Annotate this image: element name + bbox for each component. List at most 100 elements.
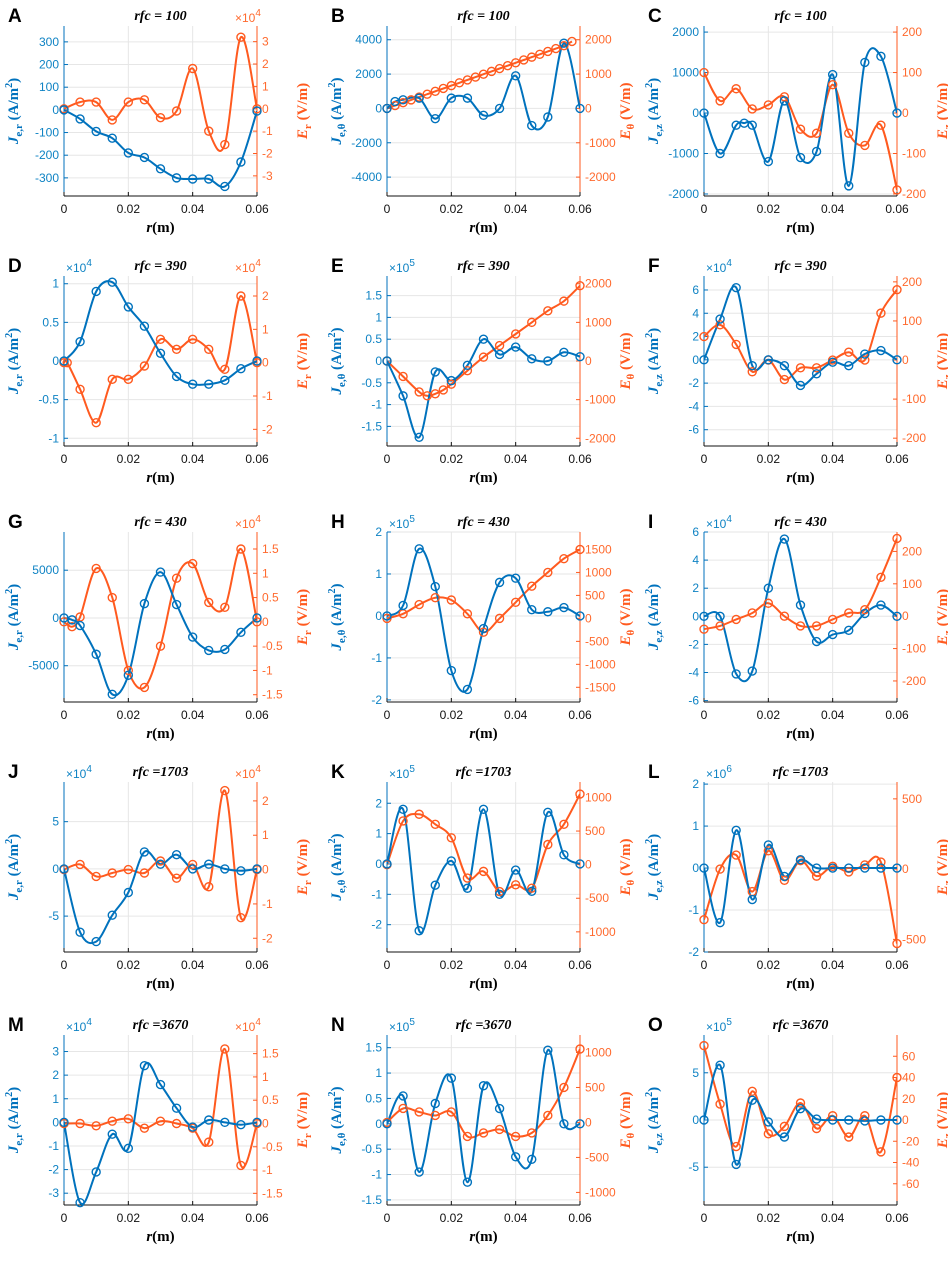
right-series-marker	[559, 553, 569, 564]
left-series-marker	[446, 375, 457, 386]
x-tick-label: 0.04	[821, 1211, 845, 1225]
left-series-marker	[575, 103, 585, 114]
right-series-marker	[462, 873, 473, 883]
right-series-marker	[747, 608, 757, 618]
right-series-marker	[155, 641, 166, 651]
left-series-marker	[91, 286, 101, 297]
right-series-marker	[462, 609, 473, 619]
x-tick-label: 0.06	[245, 708, 269, 722]
left-series-marker	[811, 369, 822, 379]
x-tick-label: 0	[384, 452, 391, 466]
right-series-marker	[236, 544, 246, 554]
panel-title: rfc = 430	[457, 515, 509, 530]
left-y-tick-label: 0	[52, 103, 59, 117]
left-series-marker	[430, 114, 440, 124]
right-series-marker	[139, 1123, 150, 1133]
right-y-tick-label: -2	[262, 422, 273, 436]
right-series-marker	[494, 613, 505, 624]
left-series-marker	[860, 349, 870, 359]
left-series-marker	[731, 825, 741, 835]
x-tick-label: 0.04	[821, 202, 845, 216]
right-series-marker	[155, 856, 166, 866]
panel-B: 0 0.02 0.04 0.06 4000 2000 0 -2000 -4000 2000 1000…	[327, 6, 637, 236]
left-y-tick-label: 5000	[32, 563, 59, 577]
right-series-marker	[844, 867, 854, 877]
right-y-tick-label: -500	[902, 932, 926, 946]
x-tick-label: 0	[61, 202, 68, 216]
right-series-marker	[123, 374, 134, 385]
right-y-axis-label: Eθ (V/m)	[618, 588, 637, 646]
left-series-marker	[715, 611, 725, 621]
right-series-marker	[398, 371, 408, 382]
left-series-marker	[171, 371, 182, 382]
x-axis-label: r(m)	[146, 470, 174, 486]
right-series-marker	[827, 79, 838, 90]
x-tick-label: 0.02	[440, 452, 464, 466]
right-series-marker	[123, 665, 134, 676]
left-y-tick-label: -300	[35, 171, 59, 185]
left-scale-label: ×105	[706, 1017, 732, 1034]
right-series-marker	[398, 1103, 408, 1114]
x-tick-label: 0.06	[885, 708, 909, 722]
left-y-tick-label: 2	[692, 581, 699, 595]
x-tick-label: 0.06	[885, 452, 909, 466]
right-scale-label: ×104	[235, 8, 261, 25]
right-series-marker	[510, 1131, 521, 1142]
right-y-tick-label: 0	[262, 356, 269, 370]
x-tick-label: 0.06	[245, 452, 269, 466]
left-series-marker	[844, 625, 854, 636]
right-series-marker	[811, 1123, 822, 1134]
left-y-tick-label: -2	[48, 1163, 59, 1177]
left-y-tick-label: 4000	[355, 33, 382, 47]
left-series-marker	[123, 887, 134, 898]
left-series-marker	[107, 133, 117, 143]
right-series-marker	[446, 1107, 457, 1117]
left-series-marker	[462, 1177, 473, 1187]
left-series-line	[64, 571, 257, 697]
left-series-marker	[155, 164, 166, 174]
left-series-marker	[795, 152, 806, 163]
left-series-marker	[155, 859, 166, 869]
left-series-marker	[75, 620, 85, 631]
left-series-marker	[779, 96, 790, 106]
right-y-tick-label: -1.5	[262, 1186, 283, 1200]
left-series-marker	[763, 355, 774, 365]
left-series-marker	[876, 600, 886, 610]
right-scale-label: ×104	[235, 514, 261, 531]
left-y-tick-label: -200	[35, 148, 59, 162]
right-series-marker	[811, 128, 822, 138]
left-y-tick-label: -1	[371, 887, 382, 901]
right-y-tick-label: -500	[585, 634, 609, 648]
right-series-marker	[575, 544, 585, 555]
left-series-marker	[811, 636, 822, 647]
left-series-marker	[236, 866, 246, 876]
right-series-marker	[462, 365, 473, 376]
left-y-axis-label: Je,z (A/m2)	[644, 78, 665, 145]
right-series-marker	[860, 355, 870, 365]
x-tick-label: 0	[61, 708, 68, 722]
left-series-marker	[747, 1095, 757, 1105]
left-series-marker	[107, 689, 117, 700]
left-y-axis-label: Je,z (A/m2)	[644, 834, 665, 901]
right-series-marker	[187, 63, 198, 74]
right-y-axis-label: Eθ (V/m)	[618, 332, 637, 390]
x-tick-label: 0.02	[117, 452, 141, 466]
left-y-tick-label: -2000	[668, 187, 699, 201]
left-scale-label: ×105	[389, 1017, 415, 1034]
right-series-marker	[527, 317, 537, 328]
left-y-axis-label: Je,z (A/m2)	[644, 1087, 665, 1154]
right-y-tick-label: 2	[262, 289, 269, 303]
left-y-tick-label: 2000	[355, 67, 382, 81]
left-series-marker	[844, 181, 854, 191]
right-series-marker	[543, 306, 553, 316]
right-series-marker	[494, 1124, 505, 1135]
left-y-tick-label: 3	[52, 1045, 59, 1059]
right-series-marker	[551, 43, 561, 54]
x-tick-label: 0	[61, 1211, 68, 1225]
right-series-marker	[422, 89, 432, 99]
left-series-marker	[220, 375, 230, 386]
x-axis-label: r(m)	[469, 726, 497, 742]
x-tick-label: 0.06	[568, 202, 592, 216]
right-y-tick-label: 2	[262, 57, 269, 71]
right-series-marker	[220, 364, 230, 375]
